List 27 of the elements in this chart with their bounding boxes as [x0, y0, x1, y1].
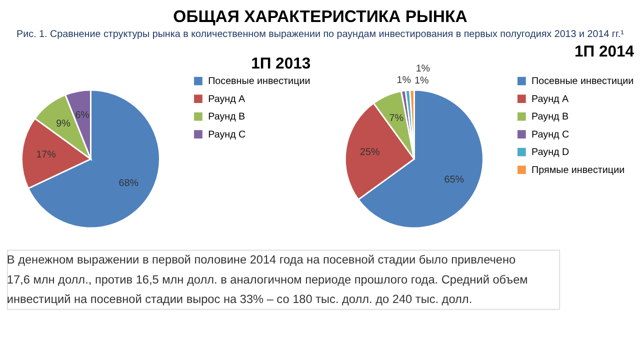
- data-label: 25%: [360, 146, 380, 158]
- legend-label: Прямые инвестиции: [532, 164, 625, 176]
- data-label: 65%: [444, 174, 464, 186]
- legend-label: Раунд С: [532, 129, 570, 140]
- legend-label: Посевные инвестиции: [532, 76, 634, 88]
- chart-title: 1П 2014: [574, 43, 634, 60]
- legend-label: Раунд D: [532, 147, 570, 158]
- chart-title: 1П 2013: [251, 55, 311, 72]
- data-label: 17%: [36, 150, 56, 161]
- legend-label: Раунд С: [208, 129, 246, 140]
- data-label: 1%: [416, 63, 430, 74]
- data-label: 68%: [118, 178, 139, 189]
- text: ОБЩАЯ ХАРАКТЕРИСТИКА РЫНКА: [173, 6, 468, 26]
- text: 17,6 млн долл., против 16,5 млн долл. в аналогичном периоде прошлого года. Средний объем: [6, 272, 528, 286]
- data-label: 1%: [414, 75, 429, 86]
- legend-label: Посевные инвестиции: [208, 76, 310, 88]
- data-label: 7%: [389, 112, 404, 124]
- data-label: 6%: [75, 110, 90, 121]
- legend-label: Раунд В: [532, 112, 570, 123]
- text: Рис. 1. Сравнение структуры рынка в количественном выражении по раундам инвестирования в первых полугодиях 2013 и 2014 гг.¹: [16, 28, 625, 40]
- text: В денежном выражении в первой половине 2014 года на посевной стадии было привлечено: [6, 252, 516, 267]
- legend-label: Раунд А: [532, 94, 570, 105]
- legend-label: Раунд А: [208, 94, 246, 105]
- text: инвестиций на посевной стадии вырос на 33% – со 180 тыс. долл. до 240 тыс. долл.: [6, 292, 472, 306]
- legend-label: Раунд В: [208, 112, 246, 123]
- data-label: 1%: [396, 75, 412, 86]
- data-label: 9%: [56, 118, 71, 130]
